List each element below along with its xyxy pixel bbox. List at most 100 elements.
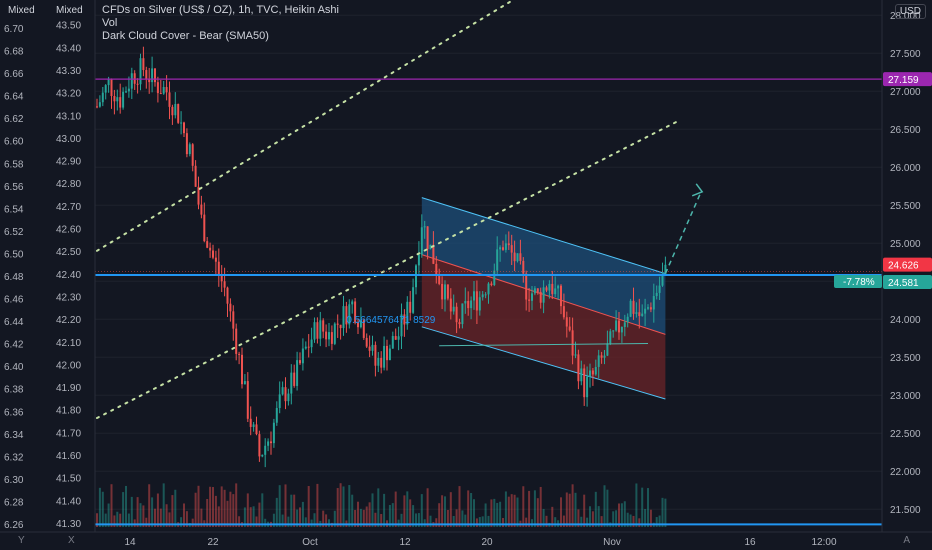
volume-bar <box>223 489 226 527</box>
candle-body <box>452 306 455 312</box>
volume-bar <box>357 501 359 527</box>
candle-body <box>365 337 368 347</box>
volume-bar <box>200 508 203 527</box>
volume-bar <box>328 519 330 527</box>
volume-bar <box>565 492 568 527</box>
volume-bar <box>142 505 145 527</box>
candle-body <box>151 68 154 83</box>
volume-bar <box>191 518 194 527</box>
candle-body <box>374 344 377 366</box>
candle-body <box>571 330 574 356</box>
left-tick-label: 6.58 <box>4 159 24 170</box>
volume-bar <box>98 487 101 527</box>
x-axis-button[interactable]: X <box>68 535 75 546</box>
left-scale-mode-2[interactable]: Mixed <box>56 5 83 16</box>
candle-body <box>638 312 641 316</box>
legend-vol: Vol <box>102 17 118 29</box>
right-tick-label: 27.000 <box>890 87 921 98</box>
candle-body <box>200 204 203 215</box>
candle-body <box>249 418 252 427</box>
legend-indicator[interactable]: Dark Cloud Cover - Bear (SMA50) <box>102 30 269 42</box>
candle-body <box>647 307 649 309</box>
left-tick-label-secondary: 42.10 <box>56 338 81 349</box>
volume-bar <box>545 515 548 527</box>
candle-body <box>371 344 374 351</box>
candle-body <box>473 291 475 301</box>
candle-body <box>122 91 125 108</box>
candle-body <box>98 102 101 107</box>
left-tick-label-secondary: 42.80 <box>56 179 81 190</box>
candle-body <box>615 320 618 331</box>
candle-body <box>307 346 310 348</box>
candle-body <box>264 445 267 455</box>
volume-bar <box>235 483 238 527</box>
volume-bar <box>249 507 252 527</box>
candle-body <box>423 226 426 228</box>
candle-body <box>330 332 333 344</box>
volume-bar <box>368 502 371 527</box>
volume-bar <box>127 513 130 527</box>
candle-body <box>191 144 194 166</box>
candle-body <box>139 58 142 85</box>
left-tick-label-secondary: 41.30 <box>56 519 81 530</box>
candle-body <box>522 260 525 274</box>
candle-body <box>258 434 261 457</box>
candle-body <box>278 394 281 409</box>
candle-body <box>299 360 301 364</box>
candle-body <box>609 331 612 344</box>
candle-body <box>484 294 487 296</box>
candle-body <box>168 92 171 107</box>
volume-bar <box>145 517 148 527</box>
volume-bar <box>533 490 536 527</box>
left-tick-label-secondary: 41.40 <box>56 496 81 507</box>
volume-bar <box>516 497 519 527</box>
candle-body <box>229 303 232 312</box>
left-tick-label-secondary: 43.00 <box>56 134 81 145</box>
candle-body <box>125 91 127 93</box>
auto-scale-button[interactable]: A <box>903 535 910 546</box>
candle-body <box>415 265 417 288</box>
arrow-head <box>691 183 704 197</box>
candle-body <box>348 304 351 325</box>
candle-body <box>162 87 165 94</box>
left-tick-label: 6.56 <box>4 182 24 193</box>
volume-bar <box>206 498 209 527</box>
volume-bar <box>383 493 386 527</box>
time-tick-label: 14 <box>124 537 136 548</box>
volume-bar <box>226 500 229 527</box>
fib-level-label: 0.5664576471 8529 <box>346 315 435 326</box>
candle-body <box>223 281 226 288</box>
candle-body <box>362 320 365 338</box>
volume-bar <box>339 483 342 527</box>
y-axis-button[interactable]: Y <box>18 535 25 546</box>
volume-bar <box>212 487 214 527</box>
volume-bar <box>420 494 423 527</box>
volume-bar <box>96 513 98 527</box>
currency-selector[interactable]: USD <box>894 4 926 19</box>
volume-bar <box>400 513 403 527</box>
candle-body <box>528 299 531 301</box>
volume-bar <box>612 511 615 527</box>
left-tick-label-secondary: 42.70 <box>56 202 81 213</box>
time-tick-label: 12 <box>399 537 411 548</box>
volume-bar <box>183 503 185 527</box>
volume-bar <box>275 497 278 527</box>
left-scale-mode-1[interactable]: Mixed <box>8 5 35 16</box>
left-tick-label-secondary: 41.50 <box>56 474 81 485</box>
time-tick-label: 12:00 <box>811 537 836 548</box>
volume-bar <box>214 495 217 527</box>
left-tick-label: 6.70 <box>4 24 24 35</box>
volume-bar <box>525 517 528 527</box>
volume-bar <box>380 514 383 527</box>
left-tick-label: 6.42 <box>4 340 24 351</box>
volume-bar <box>426 488 429 527</box>
left-tick-label-secondary: 42.20 <box>56 315 81 326</box>
volume-bar <box>618 503 620 527</box>
volume-bar <box>165 504 168 527</box>
candle-body <box>406 301 409 325</box>
volume-bar <box>536 498 539 527</box>
left-tick-label: 6.26 <box>4 520 24 531</box>
candle-body <box>96 106 98 108</box>
volume-bar <box>574 492 577 527</box>
